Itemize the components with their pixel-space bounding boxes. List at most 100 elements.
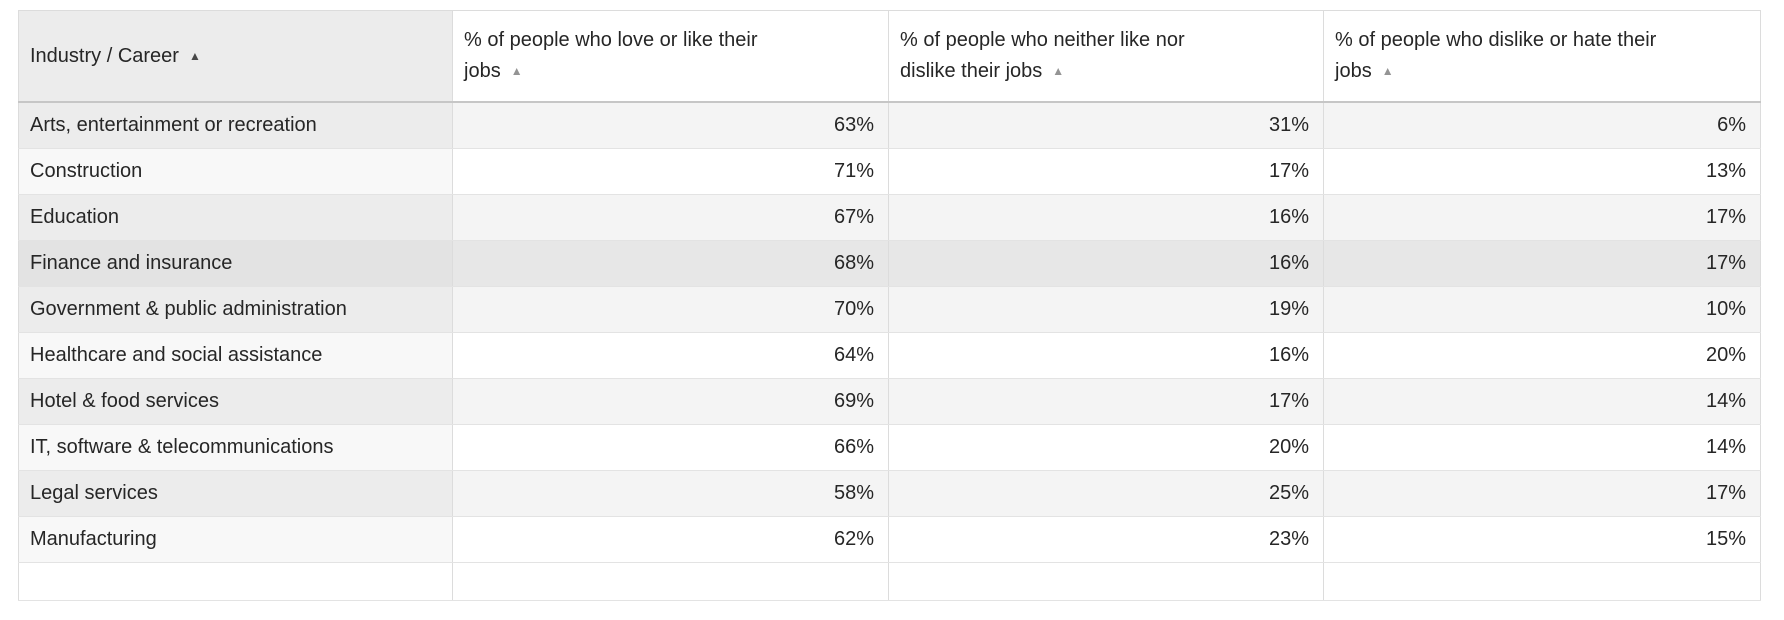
love-like-cell[interactable]: 64% (452, 332, 889, 379)
love-like-value: 62% (833, 528, 874, 550)
love-like-value: 58% (833, 482, 874, 504)
love-like-cell[interactable]: 70% (452, 286, 889, 333)
neither-cell[interactable]: 17% (888, 148, 1324, 195)
dislike-hate-cell[interactable]: 15% (1323, 516, 1761, 563)
neither-value: 16% (1268, 344, 1309, 366)
industry-label: Healthcare and social assistance (30, 344, 323, 366)
love-like-value: 67% (833, 206, 874, 228)
table-row[interactable]: Education 67% 16% 17% (18, 194, 1761, 241)
empty-row[interactable] (18, 562, 1761, 601)
industry-cell[interactable]: Education (18, 194, 453, 241)
dislike-hate-cell[interactable]: 17% (1323, 240, 1761, 287)
sort-ascending-icon: ▲ (188, 48, 201, 63)
love-like-cell[interactable]: 69% (452, 378, 889, 425)
column-header-label-wrap: % of people who neither like nor dislike… (900, 25, 1230, 87)
love-like-cell[interactable]: 71% (452, 148, 889, 195)
industry-cell[interactable]: Finance and insurance (18, 240, 453, 287)
column-header-dislike-hate-label: % of people who dislike or hate their jo… (1335, 29, 1657, 82)
column-header-label-wrap: Industry / Career ▲ (30, 41, 360, 72)
table-row[interactable]: Arts, entertainment or recreation 63% 31… (18, 101, 1761, 149)
industry-cell[interactable]: Hotel & food services (18, 378, 453, 425)
industry-label: Manufacturing (30, 528, 157, 550)
column-header-love-like-label: % of people who love or like their jobs (464, 29, 758, 82)
neither-cell[interactable]: 31% (888, 101, 1324, 149)
industry-label: Education (30, 206, 119, 228)
industry-cell[interactable]: Manufacturing (18, 516, 453, 563)
table-row[interactable]: Hotel & food services 69% 17% 14% (18, 378, 1761, 425)
dislike-hate-value: 6% (1717, 114, 1746, 136)
love-like-value: 71% (833, 160, 874, 182)
dislike-hate-value: 10% (1705, 298, 1746, 320)
dislike-hate-cell[interactable]: 17% (1323, 194, 1761, 241)
table-row[interactable]: Legal services 58% 25% 17% (18, 470, 1761, 517)
love-like-cell[interactable]: 58% (452, 470, 889, 517)
dislike-hate-cell[interactable] (1323, 562, 1761, 601)
neither-cell[interactable]: 20% (888, 424, 1324, 471)
dislike-hate-cell[interactable]: 14% (1323, 378, 1761, 425)
dislike-hate-value: 17% (1705, 206, 1746, 228)
column-header-love-like[interactable]: % of people who love or like their jobs ▲ (452, 10, 889, 103)
table-row[interactable]: IT, software & telecommunications 66% 20… (18, 424, 1761, 471)
table-row[interactable]: Manufacturing 62% 23% 15% (18, 516, 1761, 563)
industry-cell[interactable]: Legal services (18, 470, 453, 517)
industry-label: Government & public administration (30, 298, 347, 320)
love-like-value: 63% (833, 114, 874, 136)
table-row[interactable]: Government & public administration 70% 1… (18, 286, 1761, 333)
industry-label: Arts, entertainment or recreation (30, 114, 317, 136)
column-header-industry-label: Industry / Career (30, 44, 179, 67)
neither-value: 16% (1268, 206, 1309, 228)
table-row[interactable]: Healthcare and social assistance 64% 16%… (18, 332, 1761, 379)
dislike-hate-cell[interactable]: 6% (1323, 101, 1761, 149)
love-like-cell[interactable]: 63% (452, 101, 889, 149)
industry-label: Hotel & food services (30, 390, 219, 412)
industry-cell[interactable]: Arts, entertainment or recreation (18, 101, 453, 149)
dislike-hate-cell[interactable]: 13% (1323, 148, 1761, 195)
column-header-neither-label: % of people who neither like nor dislike… (900, 29, 1185, 82)
table-row[interactable]: Construction 71% 17% 13% (18, 148, 1761, 195)
industry-cell[interactable] (18, 562, 453, 601)
industry-label: Construction (30, 160, 143, 182)
neither-value: 31% (1268, 114, 1309, 136)
table-row-highlighted[interactable]: Finance and insurance 68% 16% 17% (18, 240, 1761, 287)
love-like-cell[interactable]: 62% (452, 516, 889, 563)
neither-cell[interactable]: 19% (888, 286, 1324, 333)
love-like-cell[interactable]: 68% (452, 240, 889, 287)
dislike-hate-cell[interactable]: 17% (1323, 470, 1761, 517)
dislike-hate-value: 14% (1705, 436, 1746, 458)
dislike-hate-value: 15% (1705, 528, 1746, 550)
column-header-label-wrap: % of people who dislike or hate their jo… (1335, 25, 1665, 87)
neither-cell[interactable]: 23% (888, 516, 1324, 563)
dislike-hate-cell[interactable]: 14% (1323, 424, 1761, 471)
neither-cell[interactable]: 16% (888, 194, 1324, 241)
column-header-industry[interactable]: Industry / Career ▲ (18, 10, 453, 103)
dislike-hate-value: 13% (1705, 160, 1746, 182)
neither-cell[interactable]: 25% (888, 470, 1324, 517)
table-header-row: Industry / Career ▲ % of people who love … (18, 10, 1761, 103)
industry-cell[interactable]: IT, software & telecommunications (18, 424, 453, 471)
sort-ascending-icon: ▲ (510, 64, 523, 78)
love-like-cell[interactable]: 67% (452, 194, 889, 241)
column-header-dislike-hate[interactable]: % of people who dislike or hate their jo… (1323, 10, 1761, 103)
industry-label: Legal services (30, 482, 158, 504)
neither-value: 20% (1268, 436, 1309, 458)
dislike-hate-cell[interactable]: 20% (1323, 332, 1761, 379)
industry-label: IT, software & telecommunications (30, 436, 334, 458)
dislike-hate-value: 20% (1705, 344, 1746, 366)
neither-value: 17% (1268, 160, 1309, 182)
neither-cell[interactable]: 17% (888, 378, 1324, 425)
dislike-hate-value: 17% (1705, 482, 1746, 504)
neither-cell[interactable]: 16% (888, 332, 1324, 379)
sort-ascending-icon: ▲ (1381, 64, 1394, 78)
dislike-hate-cell[interactable]: 10% (1323, 286, 1761, 333)
column-header-neither[interactable]: % of people who neither like nor dislike… (888, 10, 1324, 103)
neither-cell[interactable]: 16% (888, 240, 1324, 287)
love-like-cell[interactable] (452, 562, 889, 601)
industry-cell[interactable]: Construction (18, 148, 453, 195)
neither-value: 16% (1268, 252, 1309, 274)
love-like-value: 69% (833, 390, 874, 412)
dislike-hate-value: 14% (1705, 390, 1746, 412)
industry-cell[interactable]: Healthcare and social assistance (18, 332, 453, 379)
love-like-cell[interactable]: 66% (452, 424, 889, 471)
neither-cell[interactable] (888, 562, 1324, 601)
industry-cell[interactable]: Government & public administration (18, 286, 453, 333)
